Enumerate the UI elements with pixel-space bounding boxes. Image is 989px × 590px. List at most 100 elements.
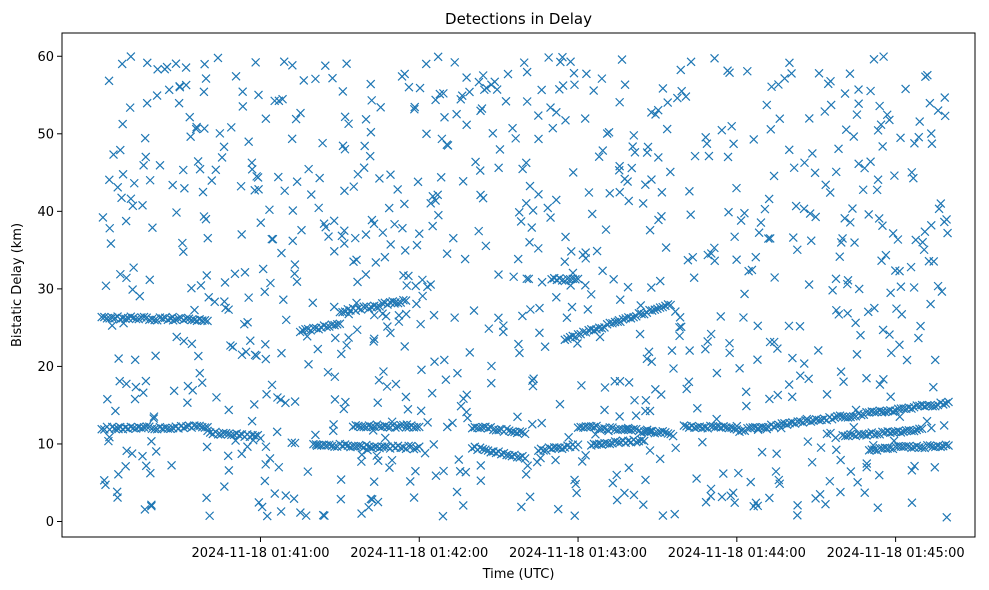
scatter-point <box>381 311 391 321</box>
scatter-point <box>660 427 670 437</box>
scatter-point <box>330 333 340 343</box>
scatter-point <box>356 441 366 451</box>
scatter-point <box>816 443 826 453</box>
scatter-point <box>589 325 599 335</box>
scatter-point <box>113 423 122 433</box>
scatter-point <box>620 80 630 90</box>
scatter-point <box>474 226 484 236</box>
scatter-point <box>647 357 657 367</box>
scatter-point <box>276 507 286 516</box>
scatter-point <box>848 411 858 421</box>
scatter-point <box>386 170 395 180</box>
scatter-point <box>462 390 472 400</box>
scatter-point <box>149 412 159 422</box>
scatter-point <box>835 411 845 421</box>
scatter-point <box>939 421 949 430</box>
scatter-point <box>481 241 491 251</box>
scatter-point <box>195 421 205 431</box>
scatter-point <box>475 166 485 175</box>
scatter-point <box>764 493 774 503</box>
scatter-point <box>121 379 131 389</box>
scatter-point <box>324 232 333 242</box>
scatter-point <box>415 83 425 93</box>
scatter-point <box>533 111 543 121</box>
scatter-point <box>826 100 836 110</box>
scatter-point <box>901 84 911 94</box>
scatter-point <box>735 363 745 373</box>
scatter-point <box>919 245 929 255</box>
scatter-point <box>126 422 136 432</box>
scatter-point <box>295 508 305 517</box>
scatter-point <box>573 339 582 348</box>
scatter-point <box>725 338 734 348</box>
scatter-point <box>629 312 639 322</box>
scatter-point <box>504 426 514 436</box>
scatter-point <box>732 255 742 265</box>
scatter-point <box>265 205 274 215</box>
scatter-point <box>592 324 601 334</box>
scatter-point <box>488 128 498 138</box>
scatter-point <box>580 280 590 290</box>
scatter-point <box>875 380 885 389</box>
scatter-point <box>637 309 646 319</box>
scatter-point <box>676 65 686 75</box>
scatter-point <box>102 394 112 404</box>
scatter-point <box>396 420 406 430</box>
scatter-point <box>339 239 349 248</box>
scatter-point <box>410 466 420 476</box>
scatter-point <box>888 407 898 416</box>
scatter-point <box>650 384 660 394</box>
scatter-point <box>250 431 260 441</box>
scatter-point <box>185 112 195 122</box>
scatter-point <box>223 451 233 461</box>
scatter-point <box>874 214 884 223</box>
scatter-point <box>675 331 684 341</box>
scatter-point <box>807 148 817 158</box>
scatter-point <box>753 321 763 331</box>
scatter-point <box>806 417 816 427</box>
scatter-point <box>374 375 384 385</box>
scatter-point <box>287 60 297 70</box>
scatter-point <box>390 219 399 229</box>
scatter-point <box>658 302 668 312</box>
scatter-point <box>765 234 775 243</box>
scatter-point <box>186 132 196 142</box>
scatter-point <box>912 441 922 451</box>
scatter-point <box>586 441 596 450</box>
scatter-point <box>587 209 597 219</box>
scatter-point <box>202 271 212 280</box>
scatter-point <box>578 327 588 337</box>
scatter-point <box>148 223 157 233</box>
scatter-point <box>179 183 189 193</box>
scatter-point <box>936 442 946 452</box>
scatter-point <box>109 150 118 159</box>
scatter-point <box>226 122 236 132</box>
scatter-point <box>187 339 197 349</box>
scatter-point <box>716 312 726 321</box>
scatter-point <box>886 392 896 402</box>
scatter-point <box>605 439 615 449</box>
scatter-point <box>726 491 736 501</box>
scatter-point <box>121 216 131 226</box>
scatter-point <box>839 377 848 387</box>
scatter-point <box>207 176 217 186</box>
scatter-point <box>537 277 547 287</box>
scatter-point <box>773 80 783 89</box>
scatter-point <box>675 322 684 332</box>
scatter-point <box>450 313 460 323</box>
scatter-point <box>601 225 611 235</box>
scatter-point <box>866 157 876 167</box>
scatter-point <box>644 347 654 357</box>
scatter-point <box>639 309 649 319</box>
scatter-point <box>706 484 716 494</box>
scatter-point <box>203 422 212 432</box>
scatter-point <box>428 221 438 231</box>
scatter-point <box>700 422 710 432</box>
scatter-point <box>645 446 655 455</box>
scatter-point <box>534 134 543 144</box>
scatter-point <box>276 395 286 404</box>
scatter-point <box>379 367 388 376</box>
scatter-point <box>854 99 864 109</box>
scatter-point <box>885 330 894 339</box>
scatter-point <box>598 266 608 276</box>
